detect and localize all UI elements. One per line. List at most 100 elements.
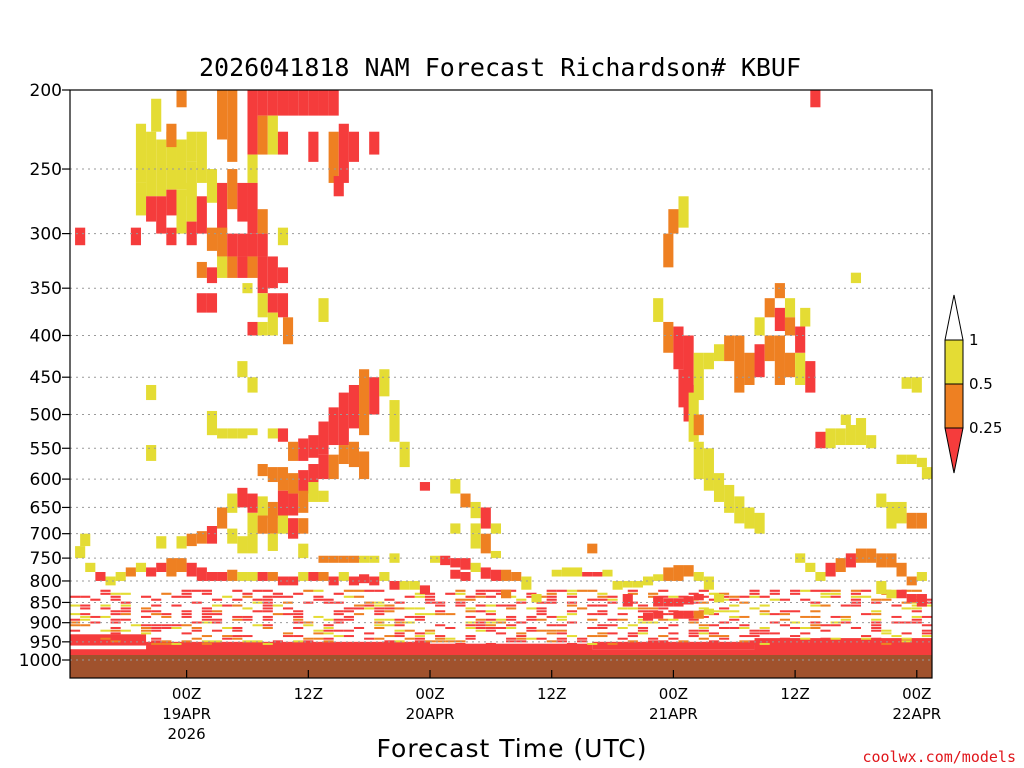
ri-cell	[658, 589, 669, 592]
ri-cell	[759, 626, 770, 629]
ri-cell	[597, 610, 608, 613]
ri-cell	[348, 555, 360, 563]
ri-cell	[830, 624, 841, 627]
ri-cell	[668, 209, 679, 234]
y-tick-label: 350	[30, 279, 62, 299]
ri-cell	[820, 604, 831, 607]
ri-cell	[414, 607, 425, 610]
ri-cell	[181, 610, 192, 613]
ri-cell	[298, 543, 309, 559]
ri-cell	[759, 604, 770, 607]
ri-cell	[303, 621, 314, 624]
ri-cell	[247, 533, 258, 554]
ri-cell	[110, 618, 121, 621]
ri-cell	[217, 227, 228, 257]
ri-cell	[637, 629, 649, 632]
ri-cell	[353, 595, 365, 598]
ri-cell	[480, 507, 491, 529]
ri-cell	[237, 428, 248, 439]
ri-cell	[293, 642, 304, 645]
ri-cell	[435, 640, 446, 643]
ri-cell	[587, 618, 598, 621]
ri-cell	[840, 642, 851, 645]
ri-cell	[617, 613, 628, 616]
ri-cell	[495, 632, 507, 635]
ri-cell	[206, 410, 218, 436]
ri-cell	[404, 621, 415, 624]
ri-cell	[901, 607, 912, 610]
ri-cell	[151, 98, 162, 132]
surface-ground	[70, 655, 932, 678]
y-tick-label: 800	[30, 572, 62, 592]
ri-cell	[242, 642, 253, 645]
ri-cell	[227, 90, 238, 162]
ri-cell	[151, 640, 162, 643]
ri-cell	[394, 635, 405, 638]
ri-cell	[196, 567, 207, 581]
ri-cell	[384, 618, 395, 621]
ri-cell	[901, 632, 912, 635]
ri-cell	[485, 589, 496, 592]
ri-cell	[303, 640, 314, 643]
ri-cell	[896, 454, 907, 465]
ri-cell	[577, 637, 588, 640]
ri-cell	[359, 451, 370, 480]
ri-cell	[465, 637, 476, 640]
y-tick-label: 950	[30, 633, 62, 653]
ri-cell	[75, 227, 86, 246]
ri-cell	[896, 589, 907, 599]
ri-cell	[201, 635, 212, 638]
ri-cell	[364, 601, 375, 604]
ri-cell	[475, 595, 486, 598]
ri-cell	[353, 589, 365, 592]
ri-cell	[247, 572, 258, 581]
ri-cell	[120, 607, 131, 610]
x-tick-year: 2026	[168, 725, 206, 743]
ri-cell	[237, 361, 248, 378]
ri-cell	[764, 335, 775, 362]
ri-cell	[840, 615, 851, 618]
ri-cell	[384, 598, 395, 601]
ri-cell	[140, 629, 152, 632]
ri-cell	[607, 618, 618, 621]
ri-cell	[465, 615, 476, 618]
ri-cell	[891, 640, 902, 643]
x-tick-date: 20APR	[406, 705, 455, 723]
ri-cell	[830, 621, 841, 624]
ri-cell	[703, 448, 714, 491]
ri-cell	[607, 598, 618, 601]
ri-cell	[374, 601, 385, 604]
ri-cell	[211, 640, 223, 643]
ri-cell	[120, 592, 131, 595]
ri-cell	[247, 233, 258, 257]
ri-cell	[465, 595, 476, 598]
ri-cell	[622, 580, 633, 588]
ri-cell	[617, 642, 628, 645]
ri-cell	[703, 608, 714, 615]
ri-cell	[257, 293, 268, 318]
ri-cell	[850, 598, 862, 601]
ri-cell	[262, 624, 273, 627]
ri-cell	[313, 598, 324, 601]
ri-cell	[729, 626, 740, 629]
ri-cell	[222, 635, 233, 638]
ri-cell	[516, 632, 527, 635]
ri-cell	[267, 533, 278, 551]
credit-label: coolwx.com/models	[862, 748, 1016, 766]
ri-cell	[577, 640, 588, 643]
ri-cell	[369, 576, 380, 586]
ri-cell	[850, 626, 862, 629]
ri-cell	[211, 610, 223, 613]
ri-cell	[277, 576, 289, 586]
ri-cell	[850, 592, 862, 595]
ri-cell	[779, 610, 791, 613]
ri-cell	[612, 580, 623, 590]
ri-band	[430, 643, 593, 652]
ri-cell	[800, 632, 811, 635]
ri-cell	[171, 604, 182, 607]
ri-cell	[217, 182, 228, 234]
ri-cell	[607, 642, 618, 645]
y-tick-label: 1000	[19, 651, 62, 671]
ri-cell	[845, 553, 856, 568]
legend-swatch-below-0.25	[944, 427, 964, 474]
